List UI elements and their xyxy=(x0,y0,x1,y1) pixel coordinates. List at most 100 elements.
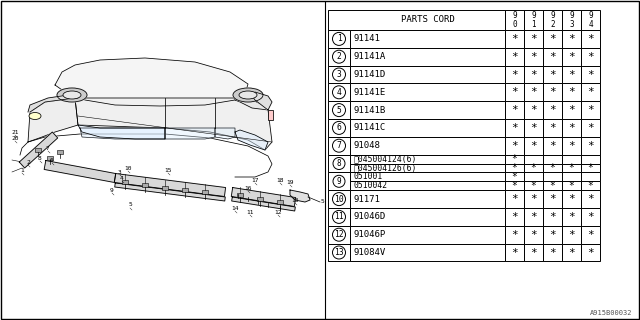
Text: 16: 16 xyxy=(244,186,252,190)
Text: 20: 20 xyxy=(12,135,19,140)
Text: 9
2: 9 2 xyxy=(550,11,555,29)
Text: Ⓢ045004124(6): Ⓢ045004124(6) xyxy=(354,155,417,164)
Bar xyxy=(524,10,543,30)
Text: *: * xyxy=(531,181,536,191)
Text: *: * xyxy=(511,163,517,173)
Bar xyxy=(524,208,543,226)
Text: *: * xyxy=(511,52,518,62)
Text: PARTS CORD: PARTS CORD xyxy=(401,15,454,25)
Bar xyxy=(328,244,350,261)
Bar xyxy=(505,101,524,119)
Text: 5: 5 xyxy=(128,203,132,207)
Bar xyxy=(277,200,283,204)
Text: *: * xyxy=(587,123,594,133)
Bar xyxy=(543,172,562,181)
Bar xyxy=(328,48,350,66)
Bar xyxy=(162,186,168,190)
Text: *: * xyxy=(530,230,537,240)
Text: *: * xyxy=(530,123,537,133)
Text: *: * xyxy=(568,194,575,204)
Bar xyxy=(562,119,581,137)
Text: 19: 19 xyxy=(286,180,294,185)
Text: *: * xyxy=(568,141,575,151)
Bar xyxy=(581,119,600,137)
Bar xyxy=(350,101,505,119)
Bar xyxy=(122,180,128,184)
Bar xyxy=(562,164,581,172)
Text: *: * xyxy=(587,87,594,97)
Text: *: * xyxy=(588,181,593,191)
Text: *: * xyxy=(530,87,537,97)
Bar xyxy=(350,164,505,172)
Bar xyxy=(581,164,600,172)
Text: *: * xyxy=(511,172,517,182)
Bar xyxy=(505,66,524,84)
Text: 1: 1 xyxy=(20,167,24,172)
Text: *: * xyxy=(568,34,575,44)
Bar xyxy=(524,244,543,261)
Text: 91141C: 91141C xyxy=(354,124,387,132)
Text: 21: 21 xyxy=(12,130,19,134)
Bar xyxy=(562,190,581,208)
Text: 91171: 91171 xyxy=(354,195,381,204)
Text: *: * xyxy=(511,34,518,44)
Bar xyxy=(524,226,543,244)
Text: *: * xyxy=(549,194,556,204)
Text: 17: 17 xyxy=(252,178,259,182)
Bar xyxy=(328,190,350,208)
Text: *: * xyxy=(549,247,556,258)
Text: *: * xyxy=(568,87,575,97)
Text: 91141D: 91141D xyxy=(354,70,387,79)
Text: 91048: 91048 xyxy=(354,141,381,150)
Text: *: * xyxy=(587,230,594,240)
Bar xyxy=(47,156,53,160)
Bar xyxy=(562,208,581,226)
Text: *: * xyxy=(587,212,594,222)
Text: *: * xyxy=(587,52,594,62)
Bar xyxy=(237,193,243,197)
Bar xyxy=(543,190,562,208)
Text: 10: 10 xyxy=(334,195,344,204)
Text: 15: 15 xyxy=(164,167,172,172)
Bar xyxy=(350,244,505,261)
Text: *: * xyxy=(530,212,537,222)
Text: *: * xyxy=(530,247,537,258)
Bar xyxy=(581,30,600,48)
Text: 6: 6 xyxy=(337,124,341,132)
Bar xyxy=(581,84,600,101)
Text: 9: 9 xyxy=(337,177,341,186)
Text: 6: 6 xyxy=(50,157,54,163)
Bar xyxy=(524,155,543,164)
Bar xyxy=(328,66,350,84)
Bar xyxy=(257,197,263,201)
Polygon shape xyxy=(44,161,116,182)
Text: *: * xyxy=(587,105,594,115)
Text: *: * xyxy=(550,163,556,173)
Text: *: * xyxy=(568,163,575,173)
Text: *: * xyxy=(568,212,575,222)
Bar xyxy=(350,84,505,101)
Text: 9
4: 9 4 xyxy=(588,11,593,29)
Text: *: * xyxy=(511,194,518,204)
Text: 8: 8 xyxy=(337,159,341,168)
Bar xyxy=(562,226,581,244)
Bar xyxy=(543,30,562,48)
Text: 4: 4 xyxy=(120,175,124,180)
Bar xyxy=(505,119,524,137)
Bar xyxy=(562,244,581,261)
Text: *: * xyxy=(568,181,575,191)
Text: *: * xyxy=(511,87,518,97)
Bar xyxy=(581,101,600,119)
Text: *: * xyxy=(530,194,537,204)
Polygon shape xyxy=(252,92,272,110)
Bar xyxy=(543,164,562,172)
Text: 2: 2 xyxy=(337,52,341,61)
Polygon shape xyxy=(231,188,296,206)
Bar xyxy=(543,181,562,190)
Bar xyxy=(328,226,350,244)
Bar xyxy=(505,164,524,172)
Polygon shape xyxy=(28,98,78,142)
Bar xyxy=(524,164,543,172)
Polygon shape xyxy=(28,94,78,112)
Text: 5: 5 xyxy=(337,106,341,115)
